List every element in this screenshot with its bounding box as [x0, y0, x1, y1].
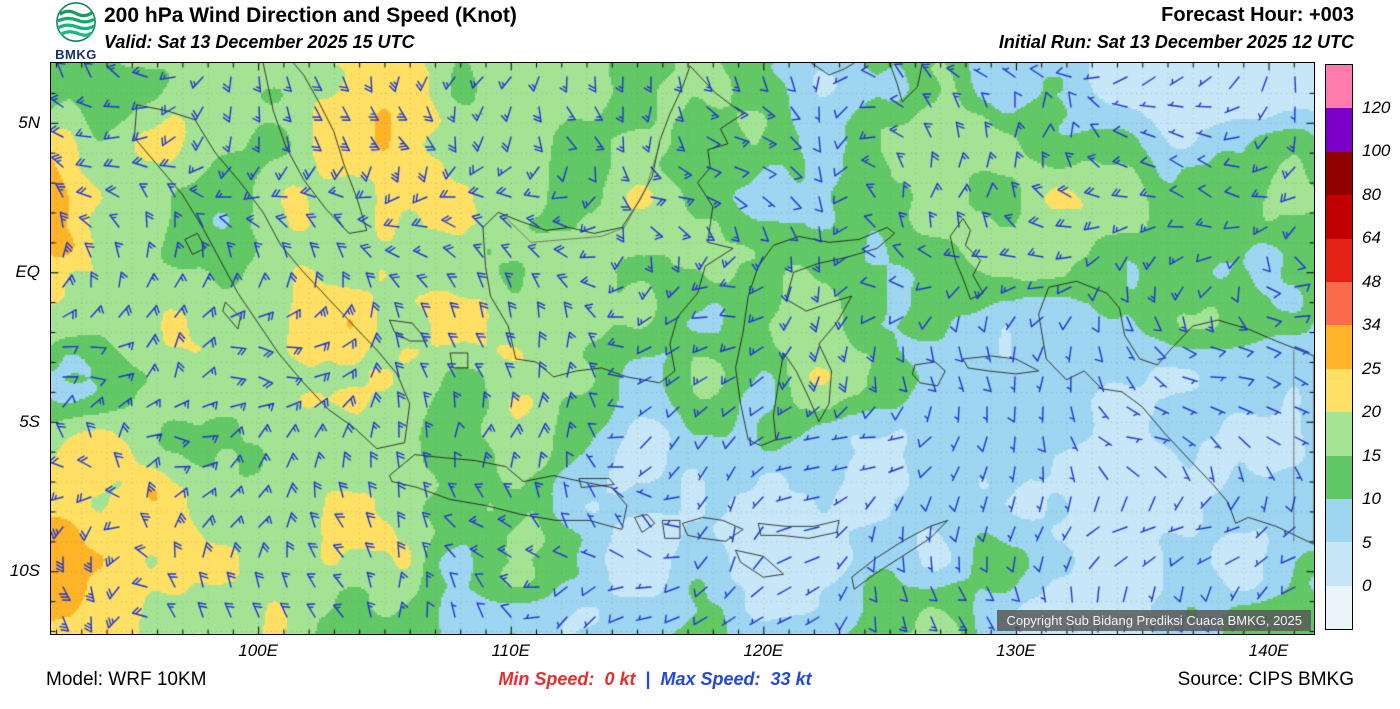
colorbar-segment-4: [1326, 238, 1352, 282]
lon-label-140E: 140E: [1248, 641, 1289, 660]
colorbar-tick-48: 48: [1362, 271, 1381, 291]
colorbar-segment-9: [1326, 455, 1352, 499]
min-speed-value: 0 kt: [604, 669, 636, 689]
colorbar-tick-64: 64: [1362, 228, 1381, 248]
lon-label-110E: 110E: [491, 641, 530, 660]
colorbar-tick-80: 80: [1362, 184, 1381, 204]
colorbar-segment-10: [1326, 498, 1352, 543]
forecast-hour-label: Forecast Hour: +003: [1161, 4, 1354, 26]
speed-separator: |: [645, 669, 651, 689]
colorbar: [1325, 64, 1353, 630]
wind-map-canvas: [51, 63, 1314, 634]
colorbar-segment-0: [1326, 65, 1352, 109]
valid-time-label: Valid: Sat 13 December 2025 15 UTC: [104, 32, 415, 52]
colorbar-tick-100: 100: [1362, 141, 1391, 161]
max-speed-value: 33 kt: [770, 669, 812, 689]
lon-label-120E: 120E: [743, 641, 784, 660]
colorbar-segment-12: [1326, 585, 1352, 630]
colorbar-tick-10: 10: [1362, 489, 1381, 509]
model-label: Model: WRF 10KM: [46, 669, 207, 690]
source-label: Source: CIPS BMKG: [1177, 669, 1354, 690]
map-area: Copyright Sub Bidang Prediksi Cuaca BMKG…: [50, 62, 1315, 635]
colorbar-tick-120: 120: [1362, 97, 1391, 117]
max-speed-label: Max Speed:: [660, 669, 761, 689]
copyright-note: Copyright Sub Bidang Prediksi Cuaca BMKG…: [997, 610, 1311, 631]
page-title: 200 hPa Wind Direction and Speed (Knot): [104, 4, 517, 27]
bmkg-logo-text: BMKG: [55, 47, 97, 62]
speed-summary: Min Speed: 0 kt | Max Speed: 33 kt: [0, 669, 1310, 690]
lon-label-100E: 100E: [238, 641, 278, 660]
colorbar-tick-0: 0: [1362, 576, 1372, 596]
colorbar-segment-1: [1326, 108, 1352, 152]
colorbar-segment-8: [1326, 412, 1352, 456]
lat-label-10S: 10S: [9, 561, 40, 581]
colorbar-segment-3: [1326, 195, 1352, 239]
colorbar-tick-20: 20: [1362, 402, 1381, 422]
bmkg-logo: BMKG: [50, 1, 102, 62]
colorbar-tick-25: 25: [1362, 358, 1381, 378]
colorbar-tick-5: 5: [1362, 532, 1372, 552]
colorbar-segment-11: [1326, 542, 1352, 586]
initial-run-label: Initial Run: Sat 13 December 2025 12 UTC: [998, 32, 1354, 52]
bmkg-globe-icon: [56, 2, 96, 42]
min-speed-label: Min Speed:: [498, 669, 595, 689]
lon-label-130E: 130E: [996, 641, 1036, 660]
colorbar-tick-34: 34: [1362, 315, 1381, 335]
lat-label-5S: 5S: [19, 411, 40, 431]
colorbar-segment-5: [1326, 281, 1352, 326]
colorbar-segment-2: [1326, 151, 1352, 196]
colorbar-segment-7: [1326, 368, 1352, 413]
colorbar-tick-15: 15: [1362, 445, 1381, 465]
lat-label-EQ: EQ: [15, 262, 40, 282]
colorbar-segment-6: [1326, 325, 1352, 369]
lat-label-5N: 5N: [18, 112, 40, 132]
